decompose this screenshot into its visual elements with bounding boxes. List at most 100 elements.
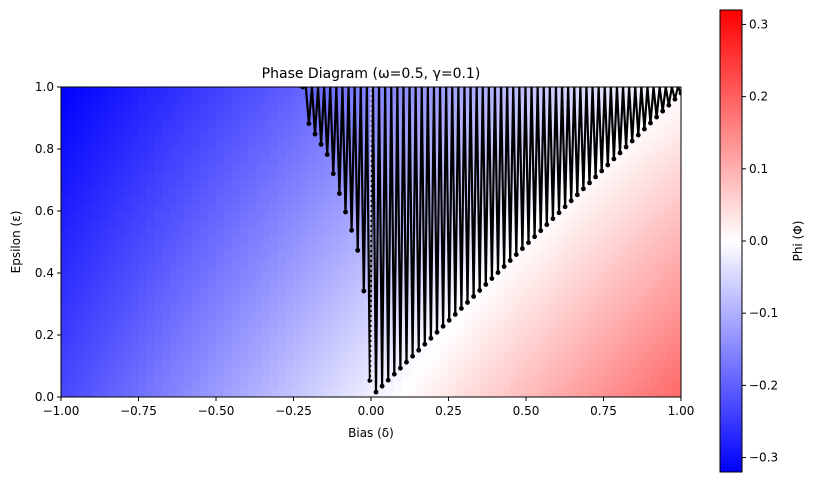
heatmap-cell <box>518 366 527 375</box>
heatmap-cell <box>169 296 178 305</box>
heatmap-cell <box>456 389 465 397</box>
heatmap-cell <box>177 342 186 352</box>
heatmap-cell <box>177 304 186 313</box>
heatmap-cell <box>154 203 163 212</box>
heatmap-cell <box>115 265 124 274</box>
heatmap-cell <box>309 172 318 181</box>
heatmap-cell <box>603 211 612 220</box>
heatmap-cell <box>278 118 287 127</box>
heatmap-cell <box>619 203 628 212</box>
heatmap-cell <box>588 156 597 166</box>
heatmap-cell <box>76 211 85 220</box>
heatmap-cell <box>68 125 78 135</box>
heatmap-cell <box>340 273 349 282</box>
heatmap-cell <box>216 118 225 127</box>
heatmap-cell <box>177 373 186 383</box>
heatmap-cell <box>84 133 93 142</box>
heatmap-cell <box>479 311 488 321</box>
heatmap-cell <box>107 304 116 313</box>
heatmap-cell <box>68 335 78 344</box>
heatmap-cell <box>223 280 233 290</box>
heatmap-cell <box>673 304 681 313</box>
heatmap-cell <box>61 149 70 158</box>
heatmap-cell <box>657 296 667 305</box>
heatmap-cell <box>185 242 194 251</box>
heatmap-cell <box>324 87 333 96</box>
heatmap-cell <box>107 149 116 158</box>
heatmap-cell <box>68 265 78 274</box>
heatmap-cell <box>371 149 380 158</box>
heatmap-cell <box>68 350 78 359</box>
heatmap-cell <box>518 265 527 274</box>
heatmap-cell <box>588 180 597 189</box>
heatmap-cell <box>464 342 473 352</box>
heatmap-cell <box>68 149 78 158</box>
heatmap-cell <box>208 304 217 313</box>
heatmap-cell <box>76 273 85 282</box>
heatmap-cell <box>301 249 310 259</box>
heatmap-cell <box>254 350 264 359</box>
heatmap-cell <box>192 234 202 243</box>
heatmap-cell <box>588 211 597 220</box>
heatmap-cell <box>254 141 264 150</box>
heatmap-cell <box>309 335 318 344</box>
heatmap-cell <box>378 180 388 189</box>
heatmap-cell <box>518 381 527 390</box>
heatmap-cell <box>557 311 566 321</box>
heatmap-cell <box>247 242 256 251</box>
heatmap-cell <box>433 102 442 111</box>
heatmap-cell <box>216 242 225 251</box>
heatmap-cell <box>433 389 442 397</box>
heatmap-cell <box>595 226 605 235</box>
heatmap-cell <box>603 164 612 173</box>
heatmap-cell <box>650 249 659 259</box>
heatmap-cell <box>169 156 178 166</box>
heatmap-cell <box>665 172 674 181</box>
heatmap-cell <box>440 335 450 344</box>
heatmap-cell <box>169 211 178 220</box>
heatmap-cell <box>262 265 271 274</box>
heatmap-cell <box>216 180 225 189</box>
heatmap-cell <box>456 319 465 328</box>
heatmap-cell <box>595 187 605 197</box>
heatmap-cell <box>440 350 450 359</box>
heatmap-cell <box>564 304 574 313</box>
heatmap-cell <box>61 110 70 119</box>
heatmap-cell <box>541 319 550 328</box>
colorbar-tick-label: 0.3 <box>749 17 768 31</box>
heatmap-cell <box>185 273 194 282</box>
heatmap-cell <box>84 203 93 212</box>
heatmap-cell <box>130 226 140 235</box>
heatmap-cell <box>332 211 341 220</box>
heatmap-cell <box>99 389 109 397</box>
heatmap-cell <box>502 342 512 352</box>
heatmap-cell <box>642 172 651 181</box>
heatmap-cell <box>580 94 589 104</box>
heatmap-cell <box>92 389 101 397</box>
heatmap-cell <box>68 319 78 328</box>
heatmap-cell <box>564 373 574 383</box>
heatmap-cell <box>316 389 326 397</box>
heatmap-cell <box>231 125 240 135</box>
heatmap-cell <box>293 149 302 158</box>
heatmap-cell <box>99 141 109 150</box>
heatmap-cell <box>239 296 248 305</box>
heatmap-cell <box>138 164 147 173</box>
heatmap-cell <box>626 187 636 197</box>
heatmap-cell <box>130 149 140 158</box>
heatmap-cell <box>301 211 310 220</box>
heatmap-cell <box>471 311 481 321</box>
heatmap-cell <box>448 242 457 251</box>
heatmap-cell <box>471 350 481 359</box>
heatmap-cell <box>192 164 202 173</box>
heatmap-cell <box>262 118 271 127</box>
heatmap-cell <box>107 327 116 336</box>
trajectory-point <box>318 141 324 147</box>
heatmap-cell <box>386 273 395 282</box>
heatmap-cell <box>177 87 186 96</box>
heatmap-cell <box>146 164 155 173</box>
heatmap-cell <box>169 187 178 197</box>
heatmap-cell <box>239 280 248 290</box>
heatmap-cell <box>231 296 240 305</box>
heatmap-cell <box>433 187 442 197</box>
